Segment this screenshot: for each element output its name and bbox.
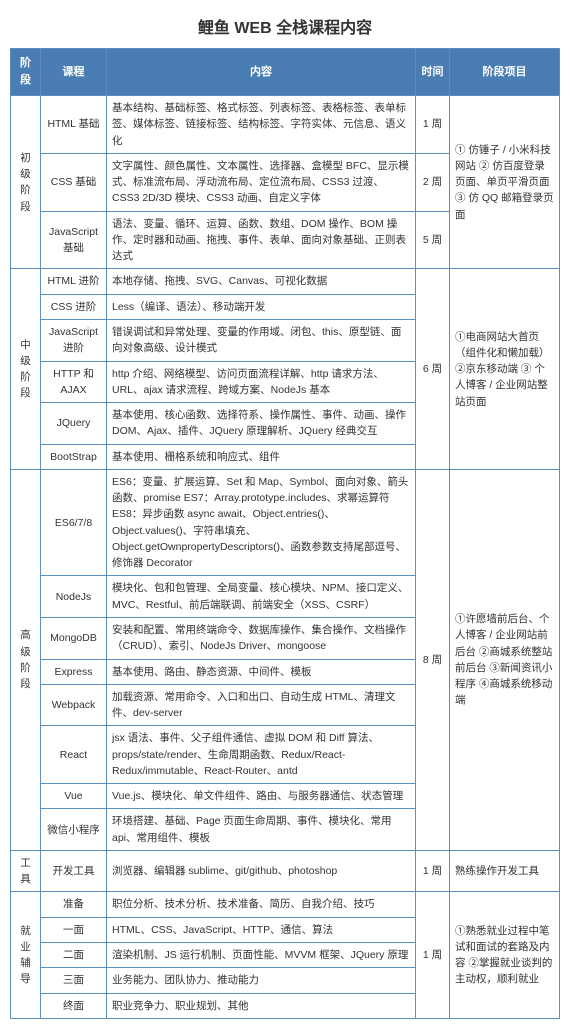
course-cell: 开发工具 — [41, 850, 107, 892]
project-cell: ① 仿锤子 / 小米科技网站 ② 仿百度登录页面、单页平滑页面 ③ 仿 QQ 邮… — [450, 96, 560, 269]
project-cell: ①许愿墙前后台、个人博客 / 企业网站前后台 ②商城系统整站前后台 ③新闻资讯小… — [450, 469, 560, 850]
content-cell: Less（编译、语法）、移动端开发 — [107, 294, 416, 319]
content-cell: 加载资源、常用命令、入口和出口、自动生成 HTML、清理文件、dev-serve… — [107, 684, 416, 726]
course-cell: 微信小程序 — [41, 809, 107, 851]
table-row: 高级阶段 ES6/7/8 ES6：变量、扩展运算、Set 和 Map、Symbo… — [11, 469, 560, 576]
stage-cell: 工具 — [11, 850, 41, 892]
content-cell: 渲染机制、JS 运行机制、页面性能、MVVM 框架、JQuery 原理 — [107, 942, 416, 967]
th-content: 内容 — [107, 49, 416, 96]
course-cell: Vue — [41, 784, 107, 809]
course-cell: 二面 — [41, 942, 107, 967]
course-cell: Webpack — [41, 684, 107, 726]
course-cell: 准备 — [41, 892, 107, 917]
course-cell: 一面 — [41, 917, 107, 942]
th-course: 课程 — [41, 49, 107, 96]
stage-cell: 初级阶段 — [11, 96, 41, 269]
time-cell: 8 周 — [416, 469, 450, 850]
content-cell: http 介绍、网络模型、访问页面流程详解、http 请求方法、URL、ajax… — [107, 361, 416, 403]
project-cell: ①电商网站大首页（组件化和懒加载） ②京东移动端 ③ 个人博客 / 企业网站整站… — [450, 269, 560, 469]
th-stage: 阶段 — [11, 49, 41, 96]
content-cell: 安装和配置、常用终端命令、数据库操作、集合操作、文档操作（CRUD）、索引、No… — [107, 618, 416, 660]
course-cell: CSS 基础 — [41, 153, 107, 211]
table-row: 工具 开发工具 浏览器、编辑器 sublime、git/github、photo… — [11, 850, 560, 892]
course-cell: HTML 基础 — [41, 96, 107, 154]
table-row: 就业辅导 准备 职位分析、技术分析、技术准备、简历、自我介绍、技巧 1 周 ①熟… — [11, 892, 560, 917]
th-project: 阶段项目 — [450, 49, 560, 96]
table-row: 中级阶段 HTML 进阶 本地存储、拖拽、SVG、Canvas、可视化数据 6 … — [11, 269, 560, 294]
course-cell: NodeJs — [41, 576, 107, 618]
content-cell: 基本使用、核心函数、选择符系、操作属性、事件、动画、操作 DOM、Ajax、插件… — [107, 403, 416, 445]
content-cell: 本地存储、拖拽、SVG、Canvas、可视化数据 — [107, 269, 416, 294]
course-cell: Express — [41, 659, 107, 684]
content-cell: 错误调试和异常处理、变量的作用域、闭包、this、原型链、面向对象高级、设计模式 — [107, 320, 416, 362]
table-row: 初级阶段 HTML 基础 基本结构、基础标签、格式标签、列表标签、表格标签、表单… — [11, 96, 560, 154]
time-cell: 1 周 — [416, 850, 450, 892]
project-cell: ①熟悉就业过程中笔试和面试的套路及内容 ②掌握就业谈判的主动权，顺利就业 — [450, 892, 560, 1018]
course-cell: MongoDB — [41, 618, 107, 660]
content-cell: 业务能力、团队协力、推动能力 — [107, 968, 416, 993]
stage-cell: 就业辅导 — [11, 892, 41, 1018]
th-time: 时间 — [416, 49, 450, 96]
content-cell: 语法、变量、循环、运算、函数、数组、DOM 操作、BOM 操作、定时器和动画、拖… — [107, 211, 416, 269]
project-cell: 熟练操作开发工具 — [450, 850, 560, 892]
page-title: 鲤鱼 WEB 全栈课程内容 — [10, 14, 560, 38]
course-cell: 三面 — [41, 968, 107, 993]
course-cell: HTTP 和 AJAX — [41, 361, 107, 403]
time-cell: 5 周 — [416, 211, 450, 269]
course-cell: ES6/7/8 — [41, 469, 107, 576]
stage-cell: 高级阶段 — [11, 469, 41, 850]
content-cell: 浏览器、编辑器 sublime、git/github、photoshop — [107, 850, 416, 892]
content-cell: 基本使用、路由、静态资源、中间件、模板 — [107, 659, 416, 684]
content-cell: 模块化、包和包管理、全局变量、核心模块、NPM、接口定义、MVC、Restful… — [107, 576, 416, 618]
content-cell: 职位分析、技术分析、技术准备、简历、自我介绍、技巧 — [107, 892, 416, 917]
content-cell: ES6：变量、扩展运算、Set 和 Map、Symbol、面向对象、箭头函数、p… — [107, 469, 416, 576]
course-cell: React — [41, 726, 107, 784]
content-cell: 基本使用、栅格系统和响应式、组件 — [107, 444, 416, 469]
course-cell: JavaScript 进阶 — [41, 320, 107, 362]
course-cell: CSS 进阶 — [41, 294, 107, 319]
course-cell: JQuery — [41, 403, 107, 445]
time-cell: 1 周 — [416, 96, 450, 154]
course-cell: 终面 — [41, 993, 107, 1018]
time-cell: 6 周 — [416, 269, 450, 469]
course-cell: JavaScript 基础 — [41, 211, 107, 269]
content-cell: HTML、CSS、JavaScript、HTTP、通信、算法 — [107, 917, 416, 942]
content-cell: 职业竞争力、职业规划、其他 — [107, 993, 416, 1018]
content-cell: Vue.js、模块化、单文件组件、路由、与服务器通信、状态管理 — [107, 784, 416, 809]
content-cell: 基本结构、基础标签、格式标签、列表标签、表格标签、表单标签、媒体标签、链接标签、… — [107, 96, 416, 154]
header-row: 阶段 课程 内容 时间 阶段项目 — [11, 49, 560, 96]
course-cell: HTML 进阶 — [41, 269, 107, 294]
stage-cell: 中级阶段 — [11, 269, 41, 469]
time-cell: 2 周 — [416, 153, 450, 211]
content-cell: 文字属性、颜色属性、文本属性、选择器、盒模型 BFC、显示模式、标准流布局、浮动… — [107, 153, 416, 211]
course-cell: BootStrap — [41, 444, 107, 469]
content-cell: 环境搭建、基础、Page 页面生命周期、事件、模块化、常用 api、常用组件、模… — [107, 809, 416, 851]
time-cell: 1 周 — [416, 892, 450, 1018]
content-cell: jsx 语法、事件、父子组件通信、虚拟 DOM 和 Diff 算法、props/… — [107, 726, 416, 784]
curriculum-table: 阶段 课程 内容 时间 阶段项目 初级阶段 HTML 基础 基本结构、基础标签、… — [10, 48, 560, 1019]
